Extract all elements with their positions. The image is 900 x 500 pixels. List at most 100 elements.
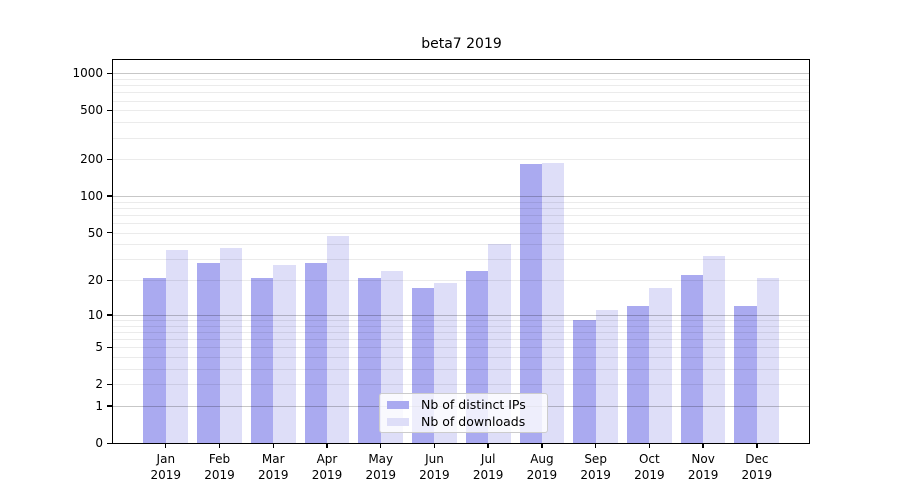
legend-label-downloads: Nb of downloads — [421, 414, 526, 429]
x-tick-label-jan: Jan 2019 — [150, 452, 182, 482]
bar-apr-ips — [304, 262, 327, 444]
bar-aug-downloads — [541, 163, 565, 444]
x-tick-label-aug: Aug 2019 — [526, 452, 558, 482]
gridline-40 — [113, 244, 810, 246]
y-tick-mark-10 — [107, 314, 112, 316]
gridline-700 — [113, 92, 810, 94]
y-tick-label-50: 50 — [87, 225, 103, 240]
y-tick-label-0: 0 — [95, 436, 103, 451]
x-tick-mark-sep — [594, 443, 597, 449]
x-tick-label-mar: Mar 2019 — [257, 452, 289, 482]
gridline-9 — [113, 319, 810, 321]
y-tick-mark-200 — [107, 158, 112, 160]
gridline-200 — [113, 159, 810, 161]
x-tick-mark-mar — [272, 443, 274, 449]
legend-swatch-downloads — [387, 417, 409, 426]
y-tick-mark-50 — [107, 232, 112, 234]
gridline-50 — [113, 232, 810, 234]
y-tick-mark-20 — [107, 279, 112, 281]
bar-mar-downloads — [273, 264, 296, 444]
x-tick-label-oct: Oct 2019 — [634, 452, 665, 482]
gridline-400 — [113, 122, 810, 124]
x-tick-mark-oct — [648, 443, 651, 449]
bar-oct-downloads — [649, 288, 672, 444]
y-tick-label-1000: 1000 — [72, 66, 103, 81]
x-tick-label-feb: Feb 2019 — [204, 452, 235, 482]
gridline-600 — [113, 100, 810, 102]
y-tick-label-1: 1 — [95, 399, 103, 414]
y-tick-label-500: 500 — [80, 103, 103, 118]
gridline-1000 — [113, 73, 810, 75]
bar-nov-downloads — [703, 256, 726, 444]
gridline-3 — [113, 369, 810, 371]
y-tick-mark-1 — [107, 405, 112, 407]
bar-dec-ips — [734, 305, 757, 444]
x-tick-mark-jan — [165, 443, 167, 449]
gridline-100 — [113, 196, 810, 198]
bar-oct-ips — [626, 305, 650, 444]
x-tick-label-apr: Apr 2019 — [311, 452, 343, 482]
x-tick-label-jul: Jul 2019 — [472, 452, 504, 482]
bar-sep-ips — [573, 319, 596, 444]
legend-swatch-distinct-ips — [387, 400, 409, 409]
gridline-6 — [113, 339, 810, 341]
gridline-80 — [113, 207, 810, 209]
gridline-90 — [113, 201, 810, 203]
bar-aug-ips — [519, 164, 542, 444]
legend-item-distinct-ips: Nb of distinct IPs — [387, 396, 540, 413]
gridline-30 — [113, 259, 810, 261]
y-tick-mark-2 — [107, 383, 112, 386]
bar-mar-ips — [250, 277, 274, 444]
y-tick-mark-100 — [107, 195, 112, 197]
gridline-60 — [113, 223, 810, 225]
x-tick-label-dec: Dec 2019 — [741, 452, 773, 482]
x-tick-label-may: May 2019 — [365, 452, 396, 482]
y-tick-label-20: 20 — [87, 273, 103, 288]
chart-title: beta7 2019 — [421, 36, 502, 52]
y-tick-label-5: 5 — [95, 340, 103, 355]
gridline-20 — [113, 280, 810, 282]
bar-jan-ips — [143, 277, 166, 444]
gridline-7 — [113, 331, 810, 333]
gridline-800 — [113, 85, 810, 87]
x-tick-label-sep: Sep 2019 — [580, 452, 611, 482]
bar-dec-downloads — [756, 277, 780, 444]
legend-label-distinct-ips: Nb of distinct IPs — [421, 397, 526, 412]
bar-jan-downloads — [165, 249, 189, 444]
y-tick-mark-0 — [107, 442, 112, 444]
x-tick-mark-jun — [433, 443, 436, 449]
gridline-2 — [113, 384, 810, 386]
legend-item-downloads: Nb of downloads — [387, 413, 540, 430]
bar-apr-downloads — [326, 235, 350, 444]
gridline-8 — [113, 325, 810, 327]
x-tick-mark-nov — [702, 443, 704, 449]
gridline-500 — [113, 110, 810, 112]
gridline-900 — [113, 78, 810, 80]
x-tick-mark-jul — [487, 443, 489, 449]
y-tick-label-100: 100 — [80, 189, 103, 204]
y-tick-mark-1000 — [107, 72, 112, 74]
y-tick-label-10: 10 — [87, 307, 103, 322]
x-tick-label-nov: Nov 2019 — [687, 452, 719, 482]
bar-sep-downloads — [595, 310, 619, 444]
y-tick-mark-5 — [107, 346, 112, 349]
x-tick-mark-aug — [541, 443, 543, 449]
gridline-300 — [113, 137, 810, 139]
legend: Nb of distinct IPs Nb of downloads — [379, 393, 548, 433]
bar-may-ips — [358, 277, 381, 444]
gridline-5 — [113, 347, 810, 349]
x-tick-label-jun: Jun 2019 — [419, 452, 450, 482]
x-tick-mark-feb — [218, 443, 221, 449]
y-tick-label-200: 200 — [80, 152, 103, 167]
bar-feb-ips — [197, 262, 220, 444]
x-tick-mark-apr — [326, 443, 328, 449]
gridline-4 — [113, 357, 810, 359]
bar-nov-ips — [680, 275, 704, 444]
x-tick-mark-may — [380, 443, 382, 449]
x-tick-mark-dec — [756, 443, 758, 449]
bar-feb-downloads — [219, 248, 242, 444]
gridline-70 — [113, 215, 810, 216]
y-tick-label-2: 2 — [95, 377, 103, 392]
y-tick-mark-500 — [107, 109, 112, 112]
